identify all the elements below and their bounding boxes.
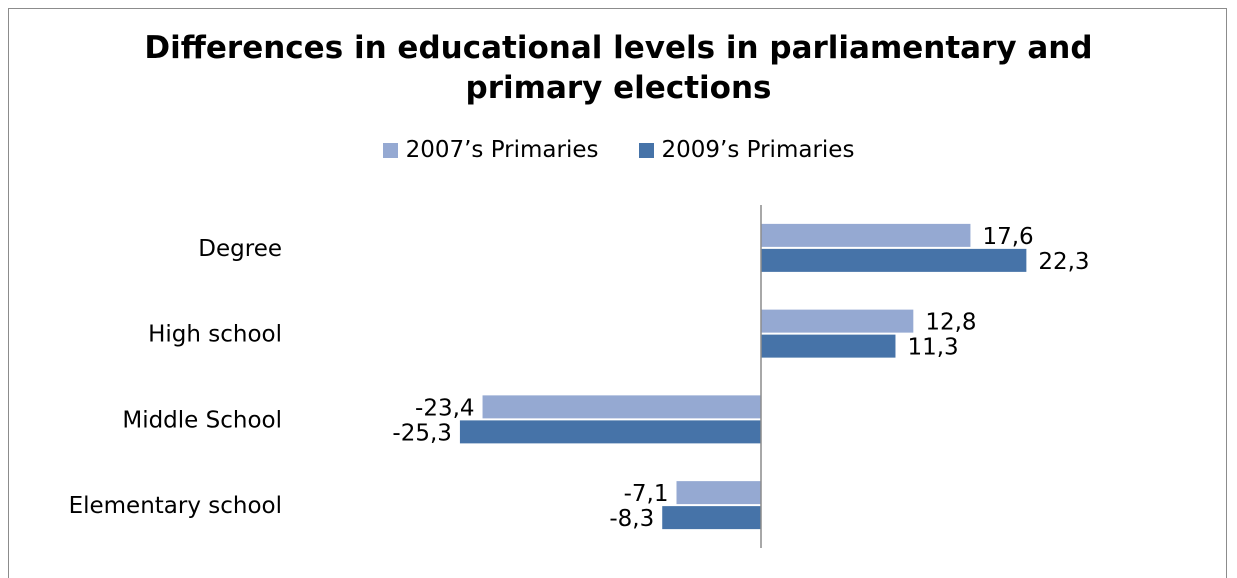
legend-swatch-2007 bbox=[382, 142, 398, 158]
bar-2009-3 bbox=[662, 506, 761, 530]
chart-frame bbox=[8, 8, 1227, 578]
category-label: Elementary school bbox=[69, 493, 282, 519]
bar-2009-2 bbox=[459, 420, 761, 444]
data-label: 11,3 bbox=[907, 335, 958, 361]
category-label: High school bbox=[148, 322, 282, 348]
legend-label-2007: 2007’s Primaries bbox=[405, 137, 599, 163]
data-label: -25,3 bbox=[392, 420, 452, 446]
chart-title-line-1: Differences in educational levels in par… bbox=[144, 30, 1093, 66]
data-label: -23,4 bbox=[415, 395, 475, 421]
bar-2007-1 bbox=[761, 309, 914, 333]
chart-title: Differences in educational levels in par… bbox=[0, 28, 1237, 108]
bar-2009-1 bbox=[761, 334, 896, 358]
bar-2009-0 bbox=[761, 248, 1027, 272]
data-label: 17,6 bbox=[982, 224, 1033, 250]
legend-item-2009: 2009’s Primaries bbox=[638, 137, 855, 163]
bar-2007-2 bbox=[482, 395, 761, 419]
category-label: Degree bbox=[198, 236, 282, 262]
data-label: -7,1 bbox=[624, 481, 669, 507]
data-label: 12,8 bbox=[925, 310, 976, 336]
legend-swatch-2009 bbox=[638, 142, 654, 158]
bar-2007-0 bbox=[761, 223, 971, 247]
legend-item-2007: 2007’s Primaries bbox=[382, 137, 599, 163]
bar-2007-3 bbox=[676, 481, 761, 505]
data-label: 22,3 bbox=[1038, 249, 1089, 275]
legend-label-2009: 2009’s Primaries bbox=[661, 137, 855, 163]
data-label: -8,3 bbox=[609, 506, 654, 532]
category-label: Middle School bbox=[122, 407, 282, 433]
chart-title-line-2: primary elections bbox=[465, 70, 772, 106]
chart-legend: 2007’s Primaries 2009’s Primaries bbox=[0, 137, 1237, 163]
